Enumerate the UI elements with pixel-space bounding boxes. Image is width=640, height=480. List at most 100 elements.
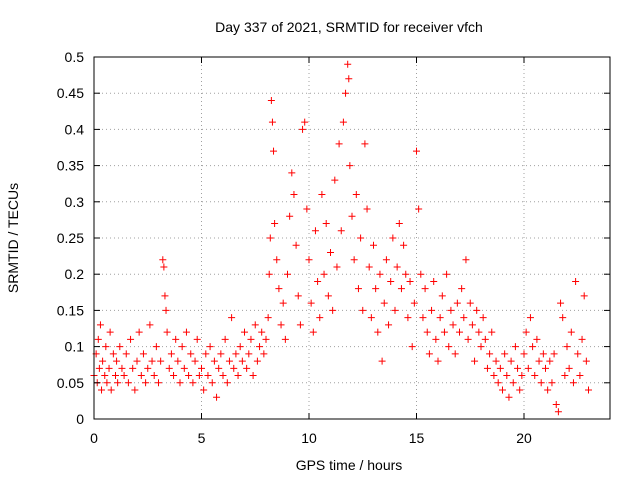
data-point	[374, 328, 382, 336]
data-point	[339, 118, 347, 126]
plot-frame	[93, 56, 611, 420]
data-point	[148, 357, 156, 365]
data-point	[559, 314, 567, 322]
data-point	[413, 147, 420, 155]
data-point	[378, 357, 386, 365]
data-point	[453, 299, 461, 307]
data-point	[400, 241, 408, 249]
data-point	[533, 335, 541, 343]
data-point	[582, 357, 590, 365]
data-point	[273, 256, 281, 264]
data-point	[417, 270, 425, 278]
data-point	[464, 335, 472, 343]
data-point	[176, 379, 184, 387]
chart-title: Day 337 of 2021, SRMTID for receiver vfc…	[215, 19, 483, 35]
data-point	[526, 314, 534, 322]
data-point	[447, 306, 455, 314]
data-point	[112, 372, 119, 380]
data-point	[496, 364, 504, 372]
data-point	[303, 205, 311, 213]
data-point	[529, 343, 537, 351]
data-point	[238, 357, 246, 365]
data-point	[305, 256, 313, 264]
data-point	[483, 364, 491, 372]
data-point	[174, 357, 182, 365]
y-tick-label: 0.1	[65, 339, 85, 355]
data-point	[393, 263, 401, 271]
data-point	[178, 343, 186, 351]
data-point	[440, 328, 448, 336]
data-point	[458, 285, 466, 293]
data-point	[155, 379, 162, 387]
data-point	[294, 292, 302, 300]
data-point	[561, 372, 569, 380]
data-point	[118, 364, 126, 372]
data-point	[415, 205, 423, 213]
data-point	[380, 299, 388, 307]
data-point	[102, 343, 110, 351]
data-point	[105, 364, 113, 372]
y-tick-label: 0.45	[57, 85, 84, 101]
data-point	[537, 379, 545, 387]
data-point	[270, 147, 278, 155]
data-point	[385, 321, 393, 329]
data-point	[370, 241, 377, 249]
data-point	[292, 241, 300, 249]
data-point	[335, 140, 343, 148]
data-point	[488, 328, 496, 336]
data-point	[258, 328, 266, 336]
data-point	[133, 357, 141, 365]
data-point	[165, 364, 173, 372]
data-point	[539, 350, 547, 358]
data-point	[94, 335, 102, 343]
data-point	[507, 357, 515, 365]
data-point	[189, 379, 197, 387]
data-point	[264, 314, 272, 322]
data-point	[404, 314, 412, 322]
data-point	[288, 169, 296, 177]
data-point	[357, 234, 365, 242]
data-point	[162, 306, 170, 314]
data-point	[576, 372, 584, 380]
data-point	[146, 321, 154, 329]
data-point	[565, 364, 573, 372]
data-point	[277, 321, 285, 329]
data-point	[265, 270, 273, 278]
data-point	[406, 277, 414, 285]
data-point	[299, 125, 307, 133]
data-point	[202, 350, 210, 358]
data-point	[363, 205, 371, 213]
data-point	[271, 220, 279, 228]
data-point	[438, 292, 446, 300]
data-point	[221, 335, 229, 343]
data-point	[101, 372, 109, 380]
x-tick-label: 10	[301, 430, 317, 446]
data-point	[473, 306, 481, 314]
data-point	[434, 357, 442, 365]
data-point	[466, 299, 474, 307]
data-point	[144, 364, 152, 372]
data-point	[494, 379, 502, 387]
data-point	[501, 350, 509, 358]
data-point	[350, 256, 358, 264]
data-point	[578, 335, 586, 343]
data-point	[157, 357, 165, 365]
x-tick-label: 15	[409, 430, 425, 446]
data-point	[152, 343, 160, 351]
data-point	[354, 285, 362, 293]
data-point	[253, 357, 261, 365]
data-point	[142, 379, 150, 387]
data-point	[120, 372, 128, 380]
data-point	[337, 227, 345, 235]
data-point	[567, 328, 575, 336]
data-point	[324, 292, 332, 300]
data-point	[550, 350, 558, 358]
data-point	[518, 372, 526, 380]
data-point	[180, 364, 188, 372]
data-point	[382, 256, 390, 264]
y-tick-label: 0.2	[65, 266, 85, 282]
y-tick-label: 0.4	[65, 121, 85, 137]
data-point	[546, 357, 554, 365]
y-tick-label: 0.15	[57, 302, 84, 318]
x-axis-ticks: 0 5 10 15 20	[90, 57, 532, 446]
